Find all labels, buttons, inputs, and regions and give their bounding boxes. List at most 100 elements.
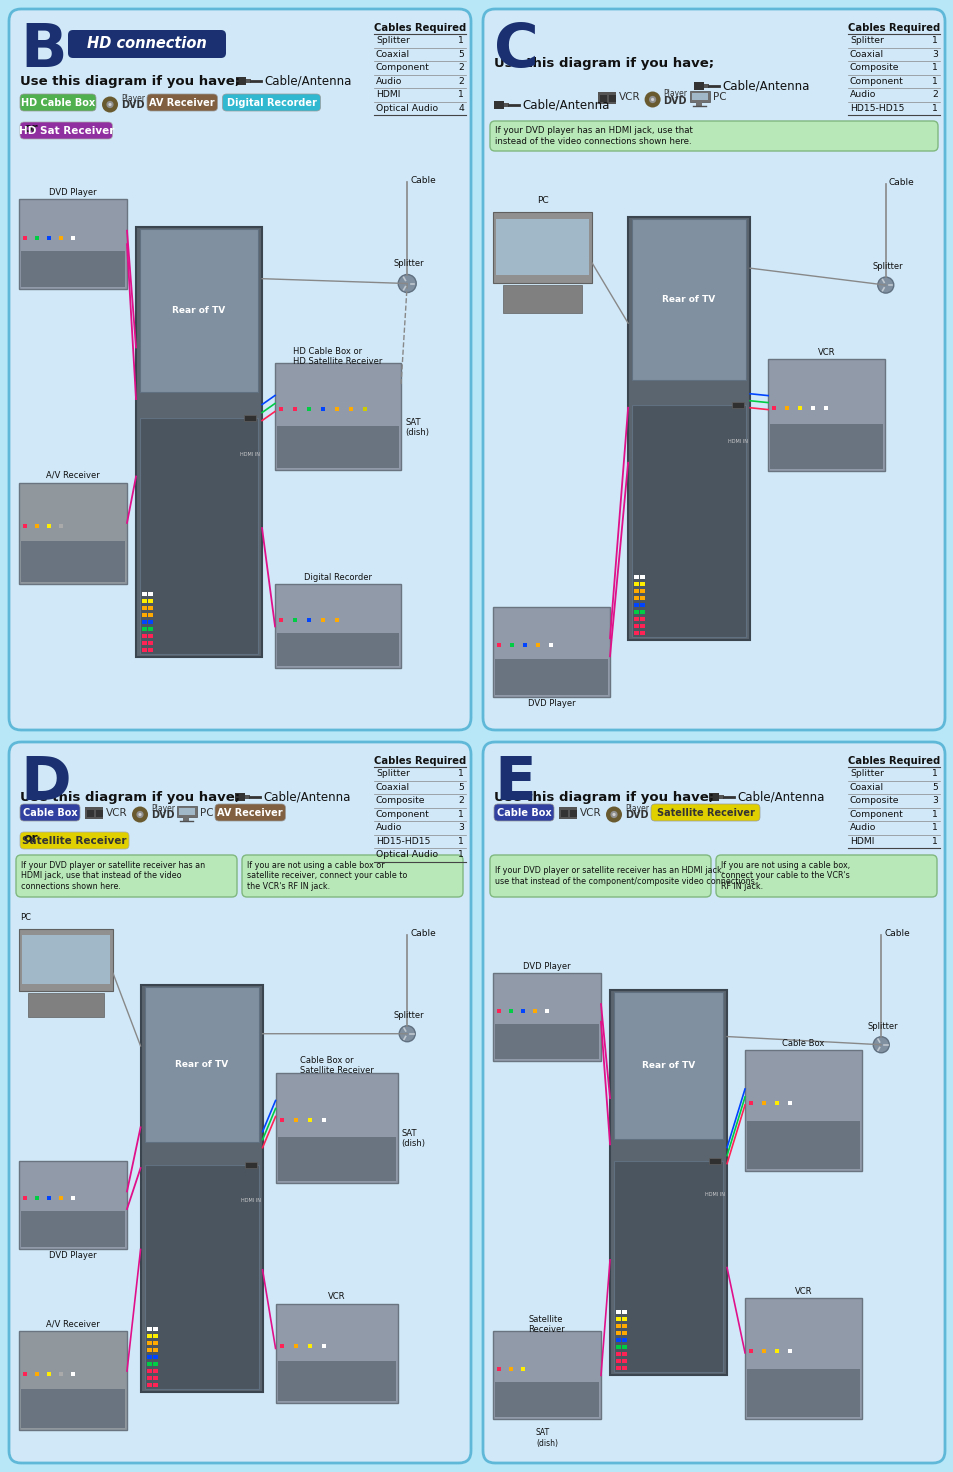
- Bar: [142, 612, 147, 617]
- Circle shape: [138, 813, 141, 815]
- Text: Cable: Cable: [410, 929, 436, 938]
- Bar: [19, 199, 127, 289]
- Text: Rear of TV: Rear of TV: [661, 296, 715, 305]
- Text: 3: 3: [457, 823, 463, 832]
- Bar: [148, 592, 152, 596]
- Bar: [616, 1366, 620, 1370]
- Bar: [634, 631, 639, 636]
- Bar: [621, 1331, 626, 1335]
- Text: 1: 1: [457, 836, 463, 846]
- Text: Composite: Composite: [849, 63, 899, 72]
- Text: HD Cable Box or
HD Satellite Receiver: HD Cable Box or HD Satellite Receiver: [293, 346, 382, 367]
- Bar: [142, 627, 147, 631]
- Bar: [148, 634, 152, 637]
- Text: D: D: [20, 754, 71, 813]
- Text: AV Receiver: AV Receiver: [150, 97, 214, 107]
- Bar: [639, 576, 644, 580]
- Text: SAT
(dish): SAT (dish): [405, 418, 429, 437]
- Bar: [616, 1338, 620, 1342]
- Bar: [59, 524, 63, 528]
- Text: Cable Box: Cable Box: [497, 808, 551, 817]
- Bar: [639, 589, 644, 593]
- Bar: [691, 93, 707, 100]
- Bar: [321, 1119, 325, 1122]
- Circle shape: [102, 97, 118, 112]
- Text: 5: 5: [931, 783, 937, 792]
- Text: PC: PC: [20, 913, 30, 921]
- Text: HDMI: HDMI: [375, 90, 400, 99]
- Bar: [544, 1008, 548, 1013]
- Bar: [147, 1376, 152, 1379]
- Bar: [533, 1008, 537, 1013]
- Text: Rear of TV: Rear of TV: [172, 306, 226, 315]
- Text: AV Receiver: AV Receiver: [217, 808, 283, 817]
- Bar: [493, 606, 609, 696]
- Text: Use this diagram if you have;: Use this diagram if you have;: [20, 790, 240, 804]
- Bar: [96, 810, 103, 817]
- Bar: [147, 1382, 152, 1387]
- Bar: [494, 102, 503, 109]
- Text: Cable: Cable: [888, 178, 914, 187]
- Bar: [560, 810, 567, 817]
- Bar: [503, 103, 509, 107]
- Bar: [774, 1101, 779, 1105]
- Bar: [744, 1051, 862, 1172]
- Bar: [152, 1341, 157, 1345]
- Bar: [307, 408, 311, 412]
- Circle shape: [109, 103, 112, 106]
- FancyBboxPatch shape: [9, 742, 471, 1463]
- Text: A/V Receiver: A/V Receiver: [46, 471, 100, 480]
- Circle shape: [872, 1036, 888, 1052]
- Text: 1: 1: [931, 823, 937, 832]
- Bar: [621, 1310, 626, 1314]
- Bar: [21, 542, 125, 581]
- Text: or: or: [24, 122, 38, 135]
- Text: Cable: Cable: [410, 177, 436, 185]
- Bar: [731, 402, 743, 408]
- Bar: [177, 807, 196, 817]
- Bar: [321, 408, 325, 412]
- Bar: [142, 620, 147, 624]
- Text: Rear of TV: Rear of TV: [174, 1060, 228, 1069]
- Text: HD Cable Box: HD Cable Box: [21, 97, 95, 107]
- FancyBboxPatch shape: [482, 742, 944, 1463]
- Bar: [47, 1372, 51, 1376]
- Bar: [616, 1359, 620, 1363]
- Bar: [279, 1119, 283, 1122]
- Text: 1: 1: [457, 37, 463, 46]
- Bar: [609, 991, 726, 1375]
- Bar: [152, 1376, 157, 1379]
- Bar: [307, 1119, 312, 1122]
- Circle shape: [612, 813, 615, 815]
- Bar: [321, 1344, 325, 1348]
- Text: PC: PC: [200, 808, 213, 817]
- FancyBboxPatch shape: [490, 121, 937, 152]
- Bar: [246, 79, 251, 82]
- Bar: [634, 617, 639, 621]
- Bar: [569, 810, 577, 817]
- Bar: [349, 408, 353, 412]
- Bar: [774, 1348, 779, 1353]
- Bar: [634, 611, 639, 614]
- Text: 1: 1: [457, 810, 463, 818]
- Bar: [787, 1348, 791, 1353]
- Bar: [148, 606, 152, 609]
- Bar: [293, 408, 296, 412]
- Text: Cable/Antenna: Cable/Antenna: [737, 790, 823, 804]
- Bar: [495, 1382, 598, 1418]
- Text: DVD: DVD: [663, 96, 686, 106]
- FancyBboxPatch shape: [494, 804, 554, 821]
- Text: Splitter: Splitter: [849, 37, 882, 46]
- Text: VCR: VCR: [618, 93, 639, 103]
- Bar: [21, 252, 125, 287]
- FancyBboxPatch shape: [214, 804, 285, 821]
- Bar: [639, 611, 644, 614]
- Text: DVD Player: DVD Player: [527, 699, 575, 708]
- Bar: [522, 643, 526, 648]
- Text: Coaxial: Coaxial: [375, 783, 410, 792]
- Bar: [634, 596, 639, 601]
- Text: Splitter: Splitter: [867, 1022, 898, 1030]
- Bar: [234, 793, 245, 801]
- Bar: [493, 212, 592, 283]
- Bar: [787, 1101, 791, 1105]
